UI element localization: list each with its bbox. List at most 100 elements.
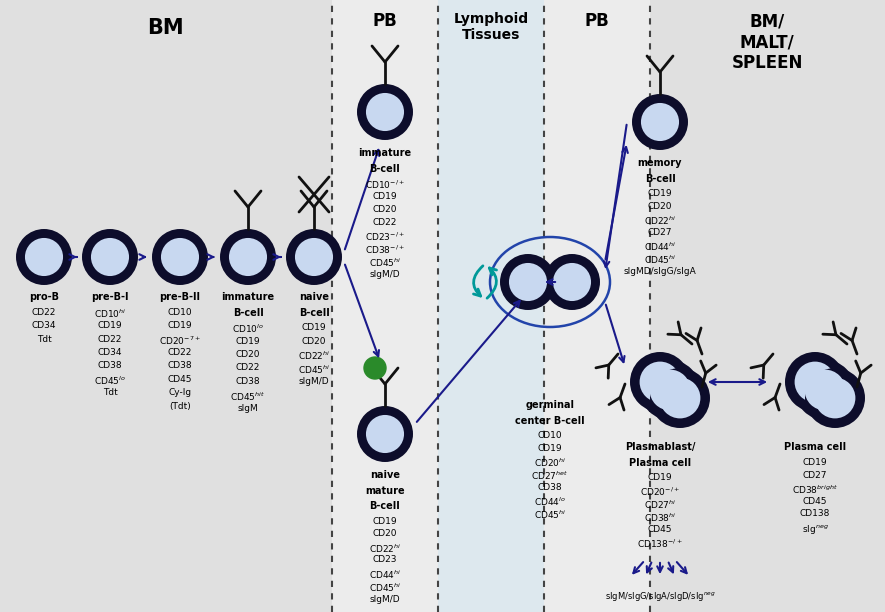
Text: CD19: CD19 — [167, 321, 192, 330]
Text: pro-B: pro-B — [29, 292, 59, 302]
Text: CD44$^{hi}$: CD44$^{hi}$ — [369, 569, 401, 581]
Circle shape — [229, 238, 267, 276]
Circle shape — [91, 238, 129, 276]
Circle shape — [82, 229, 138, 285]
Text: CD23$^{-/+}$: CD23$^{-/+}$ — [365, 231, 405, 244]
Text: CD23: CD23 — [373, 556, 397, 564]
Circle shape — [500, 254, 556, 310]
Text: CD38: CD38 — [97, 362, 122, 370]
Text: CD22: CD22 — [235, 364, 260, 373]
Circle shape — [553, 263, 591, 301]
Text: immature: immature — [358, 148, 412, 158]
Text: CD10$^{-/+}$: CD10$^{-/+}$ — [365, 179, 405, 192]
Text: Plasmablast/: Plasmablast/ — [625, 442, 696, 452]
Text: CD27: CD27 — [803, 471, 827, 479]
Text: sIgM/D: sIgM/D — [299, 377, 329, 386]
Text: CD38$^{-/+}$: CD38$^{-/+}$ — [365, 244, 405, 256]
Text: CD22: CD22 — [373, 218, 397, 227]
Text: CD27$^{hi}$: CD27$^{hi}$ — [643, 499, 676, 512]
Text: CD45: CD45 — [648, 525, 673, 534]
Text: CD44$^{hi}$: CD44$^{hi}$ — [643, 241, 676, 253]
Circle shape — [640, 360, 700, 420]
Text: CD19: CD19 — [648, 473, 673, 482]
Text: B-cell: B-cell — [644, 173, 675, 184]
Text: CD20$^{-7+}$: CD20$^{-7+}$ — [159, 335, 201, 347]
Text: Plasma cell: Plasma cell — [784, 442, 846, 452]
Text: CD45: CD45 — [803, 496, 827, 506]
Text: CD45$^{lo}$: CD45$^{lo}$ — [94, 375, 126, 387]
Circle shape — [630, 352, 690, 412]
Text: CD22: CD22 — [98, 335, 122, 343]
Text: sIgM/D: sIgM/D — [370, 594, 400, 603]
Bar — [332, 0, 438, 612]
Text: sIgM/D: sIgM/D — [370, 270, 400, 279]
Circle shape — [357, 84, 413, 140]
Text: CD20: CD20 — [373, 205, 397, 214]
Text: center B-cell: center B-cell — [515, 416, 585, 425]
Text: CD45$^{hi}$: CD45$^{hi}$ — [534, 509, 566, 521]
Circle shape — [659, 378, 700, 419]
Text: CD22$^{hi}$: CD22$^{hi}$ — [369, 542, 401, 555]
Text: CD138: CD138 — [800, 510, 830, 518]
Circle shape — [640, 362, 681, 403]
Text: CD19: CD19 — [97, 321, 122, 330]
Text: Tdt: Tdt — [36, 335, 51, 343]
Text: germinal: germinal — [526, 400, 574, 410]
Text: CD10$^{hi}$: CD10$^{hi}$ — [94, 307, 127, 320]
Bar — [438, 0, 544, 612]
Text: CD19: CD19 — [235, 337, 260, 346]
Text: CD20$^{-/+}$: CD20$^{-/+}$ — [640, 486, 680, 498]
Text: CD22$^{hi}$: CD22$^{hi}$ — [643, 215, 676, 228]
Text: CD20: CD20 — [648, 202, 673, 211]
Text: BM/
MALT/
SPLEEN: BM/ MALT/ SPLEEN — [732, 12, 803, 72]
Text: CD19: CD19 — [373, 517, 397, 526]
Text: CD45$^{hi}$: CD45$^{hi}$ — [369, 581, 401, 594]
Text: B-cell: B-cell — [233, 307, 264, 318]
Text: CD38: CD38 — [235, 377, 260, 386]
Text: CD19: CD19 — [648, 189, 673, 198]
Text: CD19: CD19 — [302, 323, 327, 332]
Text: CD22: CD22 — [168, 348, 192, 357]
Circle shape — [632, 94, 688, 150]
Text: sIg$^{neg}$: sIg$^{neg}$ — [802, 523, 828, 536]
Circle shape — [805, 368, 865, 428]
Circle shape — [814, 378, 856, 419]
Circle shape — [364, 357, 386, 379]
Text: CD20$^{hi}$: CD20$^{hi}$ — [534, 457, 566, 469]
Text: CD10$^{lo}$: CD10$^{lo}$ — [232, 323, 264, 335]
Bar — [650, 0, 885, 612]
Bar — [544, 0, 650, 612]
Text: Lymphoid
Tissues: Lymphoid Tissues — [454, 12, 528, 42]
Text: CD19: CD19 — [373, 192, 397, 201]
Circle shape — [650, 368, 710, 428]
Text: CD22: CD22 — [32, 307, 56, 316]
Circle shape — [220, 229, 276, 285]
Text: pre-B-I: pre-B-I — [91, 292, 128, 302]
Circle shape — [650, 370, 690, 411]
Text: CD10: CD10 — [538, 431, 562, 440]
Text: mature: mature — [366, 485, 404, 496]
Circle shape — [795, 362, 835, 403]
Text: BM: BM — [147, 18, 184, 39]
Circle shape — [804, 370, 845, 411]
Text: CD19: CD19 — [803, 458, 827, 466]
Text: PB: PB — [373, 12, 397, 30]
Text: sIgM: sIgM — [238, 404, 258, 413]
Text: (Tdt): (Tdt) — [169, 402, 191, 411]
Text: CD45$^{hi}$: CD45$^{hi}$ — [369, 257, 401, 269]
Circle shape — [366, 93, 404, 131]
Circle shape — [544, 254, 600, 310]
Text: sIgMD/sIgG/sIgA: sIgMD/sIgG/sIgA — [624, 267, 696, 276]
Circle shape — [509, 263, 547, 301]
Circle shape — [357, 406, 413, 462]
Text: naive: naive — [299, 292, 329, 302]
Circle shape — [161, 238, 199, 276]
Text: CD38: CD38 — [538, 483, 562, 492]
Text: B-cell: B-cell — [298, 307, 329, 318]
Text: CD19: CD19 — [538, 444, 562, 453]
Text: pre-B-II: pre-B-II — [159, 292, 201, 302]
Text: CD45$^{hit}$: CD45$^{hit}$ — [230, 390, 266, 403]
Text: CD34: CD34 — [97, 348, 122, 357]
Circle shape — [295, 238, 333, 276]
Text: B-cell: B-cell — [370, 163, 400, 173]
